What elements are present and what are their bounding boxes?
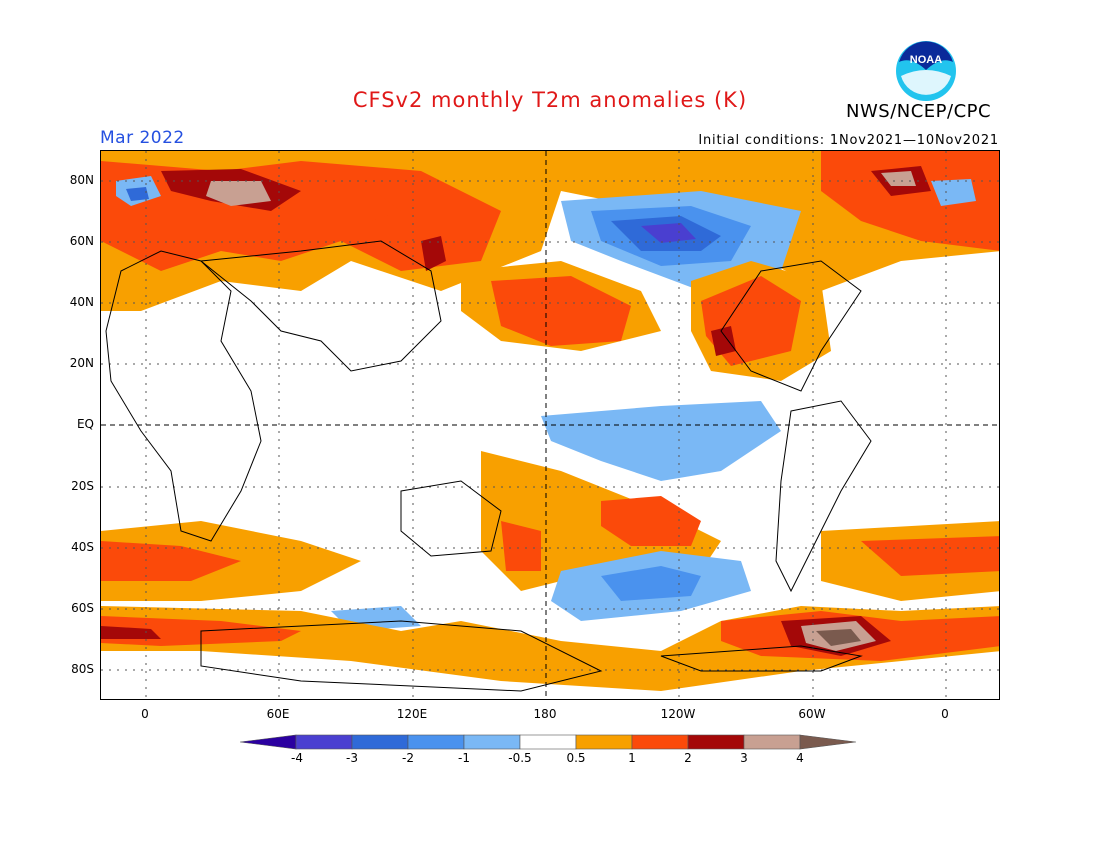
lon-label: 0 bbox=[941, 707, 949, 721]
anomaly-region bbox=[501, 521, 541, 571]
anomaly-region bbox=[816, 629, 861, 646]
agency-label: NWS/NCEP/CPC bbox=[846, 101, 992, 122]
noaa-logo-icon: NOAA bbox=[896, 41, 956, 101]
anomaly-region bbox=[421, 236, 446, 271]
lat-label: EQ bbox=[76, 417, 94, 431]
colorbar-label: 0.5 bbox=[566, 751, 586, 765]
lon-label: 120W bbox=[660, 707, 696, 721]
lat-label: 60N bbox=[69, 234, 94, 248]
colorbar-swatch bbox=[575, 734, 633, 750]
anomaly-region bbox=[641, 223, 696, 243]
lat-label: 20N bbox=[69, 356, 94, 370]
colorbar-swatch bbox=[295, 734, 353, 750]
lon-label: 60E bbox=[266, 707, 290, 721]
colorbar-label: 1 bbox=[628, 751, 636, 765]
reference-lines bbox=[101, 151, 999, 699]
lat-label: 40N bbox=[69, 295, 94, 309]
anomaly-map bbox=[100, 150, 1000, 700]
colorbar-label: -1 bbox=[458, 751, 470, 765]
colorbar-swatch bbox=[240, 734, 297, 750]
colorbar-swatch bbox=[463, 734, 521, 750]
lon-label: 60W bbox=[798, 707, 826, 721]
colorbar-label: -4 bbox=[291, 751, 303, 765]
colorbar-swatch bbox=[519, 734, 577, 750]
lat-label: 80N bbox=[69, 173, 94, 187]
lat-label: 60S bbox=[71, 601, 94, 615]
anomaly-region bbox=[821, 151, 999, 251]
anomaly-region bbox=[101, 541, 241, 581]
anomaly-region bbox=[931, 179, 976, 206]
anomaly-region bbox=[541, 401, 781, 481]
graticule bbox=[101, 151, 999, 699]
colorbar-swatch bbox=[799, 734, 857, 750]
lon-label: 120E bbox=[396, 707, 428, 721]
anomaly-region bbox=[101, 626, 161, 639]
lon-label: 0 bbox=[141, 707, 149, 721]
colorbar-swatch bbox=[407, 734, 465, 750]
lat-label: 20S bbox=[71, 479, 94, 493]
colorbar-swatch bbox=[631, 734, 689, 750]
coastlines bbox=[105, 240, 872, 692]
lat-label: 40S bbox=[71, 540, 94, 554]
anomaly-region bbox=[881, 171, 916, 186]
colorbar-label: 4 bbox=[796, 751, 804, 765]
lon-label: 180 bbox=[533, 707, 557, 721]
colorbar-label: -2 bbox=[402, 751, 414, 765]
anomaly-region bbox=[206, 181, 271, 206]
lat-label: 80S bbox=[71, 662, 94, 676]
anomaly-region bbox=[601, 566, 701, 601]
colorbar-swatch bbox=[687, 734, 745, 750]
initial-conditions: Initial conditions: 1Nov2021—10Nov2021 bbox=[698, 133, 999, 148]
colorbar-label: -3 bbox=[346, 751, 358, 765]
anomaly-region bbox=[491, 276, 631, 346]
forecast-period: Mar 2022 bbox=[100, 128, 185, 148]
anomaly-region bbox=[601, 496, 701, 546]
map-title: CFSv2 monthly T2m anomalies (K) bbox=[352, 88, 748, 112]
colorbar-label: -0.5 bbox=[508, 751, 532, 765]
anomaly-region bbox=[126, 187, 149, 201]
colorbar-label: 3 bbox=[740, 751, 748, 765]
anomaly-region bbox=[861, 536, 999, 576]
logo-text: NOAA bbox=[910, 54, 942, 66]
colorbar-label: 2 bbox=[684, 751, 692, 765]
colorbar-swatch bbox=[351, 734, 409, 750]
colorbar bbox=[240, 734, 857, 750]
colorbar-swatch bbox=[743, 734, 801, 750]
anomaly-region bbox=[711, 326, 736, 356]
